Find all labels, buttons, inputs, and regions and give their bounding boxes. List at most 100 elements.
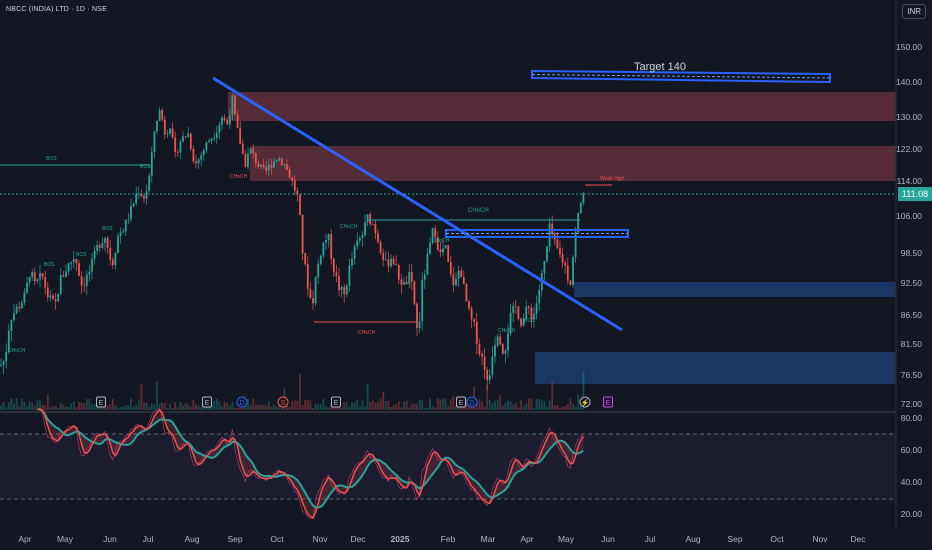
volume-bar: [452, 396, 455, 410]
volume-bar: [231, 401, 234, 410]
volume-bar: [507, 400, 509, 410]
price-tick-label: 81.50: [901, 339, 923, 349]
candle-body: [78, 263, 80, 277]
candle-body: [361, 235, 364, 239]
volume-bar: [392, 404, 395, 410]
candle-body: [127, 219, 130, 220]
supply-zone-upper: [228, 92, 896, 121]
candle-body: [101, 243, 104, 248]
event-marker-d: [466, 396, 478, 408]
candle-body: [465, 283, 468, 302]
currency-button[interactable]: INR: [902, 4, 926, 19]
volume-bar: [226, 402, 229, 410]
zones: [228, 92, 896, 384]
volume-bar: [270, 406, 273, 410]
candle-body: [109, 247, 112, 260]
candle-body: [148, 175, 151, 192]
volume-bar: [483, 406, 486, 410]
volume-bar: [356, 399, 359, 410]
choch-label: CHoCH: [8, 348, 26, 354]
volume-bar: [150, 403, 153, 410]
volume-bar: [499, 394, 502, 410]
volume-bar: [135, 404, 138, 410]
candle-body: [288, 169, 291, 178]
candle-body: [395, 263, 398, 266]
candle-body: [93, 250, 96, 259]
volume-bar: [93, 404, 96, 410]
candle-body: [31, 272, 34, 278]
candle-body: [566, 265, 569, 281]
month-label: Jul: [143, 534, 154, 544]
weak-high-label: Weak High: [600, 176, 625, 182]
month-label: 2025: [391, 534, 410, 544]
demand-zone-lower: [535, 352, 896, 384]
candle-body: [132, 203, 135, 207]
volume-bar: [218, 401, 221, 410]
candle-body: [358, 238, 361, 241]
volume-bar: [132, 406, 135, 410]
volume-bar: [582, 370, 585, 410]
volume-bar: [319, 404, 322, 410]
candle-body: [265, 167, 268, 171]
symbol-title[interactable]: NBCC (INDIA) LTD · 1D · NSE: [6, 6, 107, 13]
candle-body: [187, 133, 190, 137]
choch-label: CHoCH: [230, 174, 248, 180]
candle-body: [356, 240, 359, 247]
candle-body: [62, 275, 65, 277]
candle-body: [182, 136, 184, 142]
volume-bar: [566, 404, 569, 410]
candle-body: [491, 356, 494, 376]
volume-bar: [200, 406, 203, 410]
volume-bar: [468, 405, 470, 410]
volume-bar: [429, 398, 431, 410]
volume-bar: [304, 400, 307, 410]
candle-body: [582, 193, 585, 204]
candle-body: [215, 132, 218, 139]
candle-body: [364, 222, 366, 236]
candle-body: [192, 148, 195, 162]
event-markers[interactable]: E E D S E E D E⚡: [96, 396, 613, 408]
candle-body: [226, 119, 229, 125]
candle-body: [2, 361, 5, 365]
volume-bar: [436, 398, 439, 410]
event-marker-e: [96, 396, 106, 408]
candle-body: [426, 253, 429, 275]
price-tick-label: 98.50: [901, 248, 923, 258]
candle-body: [486, 370, 489, 381]
candle-body: [530, 307, 533, 320]
rsi-axis: 80.00 60.00 40.00 20.00: [901, 413, 923, 519]
rsi-tick-label: 40.00: [901, 477, 923, 487]
candle-body: [452, 274, 455, 286]
candle-body: [91, 258, 93, 272]
volume-bar: [538, 398, 541, 410]
candle-body: [153, 131, 156, 153]
candle-body: [569, 280, 572, 285]
candle-body: [366, 214, 369, 223]
price-axis: 150.00 140.00 130.00 122.00 114.00 106.00 98.5…: [896, 42, 922, 409]
volume-bar: [70, 403, 73, 410]
volume-bar: [348, 406, 351, 410]
candle-body: [174, 137, 177, 153]
volume-bar: [364, 406, 366, 410]
volume-bar: [561, 406, 564, 410]
candle-body: [317, 263, 320, 278]
volume-bar: [395, 403, 398, 410]
volume-bar: [343, 402, 346, 410]
candle-body: [548, 223, 551, 247]
volume-bar: [387, 400, 390, 410]
candle-body: [488, 375, 491, 381]
candle-body: [59, 275, 62, 294]
candle-body: [158, 110, 161, 121]
candle-body: [202, 150, 205, 156]
volume-bar: [197, 405, 200, 410]
candle-body: [228, 115, 231, 125]
volume-bar: [366, 383, 369, 410]
event-marker-e: [456, 396, 466, 408]
time-axis: Apr May Jun Jul Aug Sep Oct Nov Dec 2025 Feb Mar Apr…: [18, 534, 866, 544]
volume-bar: [322, 398, 325, 410]
volume-bar: [481, 401, 483, 410]
volume-bar: [345, 401, 348, 410]
volume-bar: [7, 402, 10, 410]
candle-body: [416, 303, 418, 329]
